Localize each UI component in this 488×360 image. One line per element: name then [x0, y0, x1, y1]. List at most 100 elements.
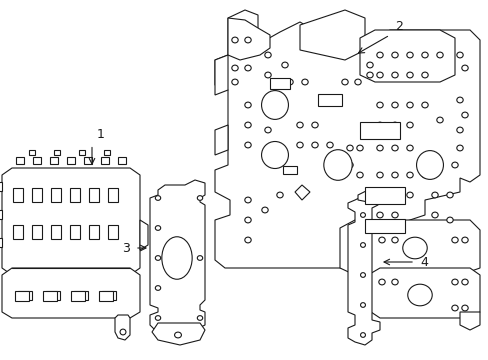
- Bar: [32, 188, 42, 202]
- Ellipse shape: [261, 207, 267, 213]
- Ellipse shape: [360, 213, 365, 217]
- Polygon shape: [2, 268, 140, 318]
- Bar: [67, 157, 75, 165]
- Ellipse shape: [391, 279, 397, 285]
- Ellipse shape: [391, 192, 397, 198]
- Ellipse shape: [406, 102, 412, 108]
- Ellipse shape: [391, 237, 397, 243]
- Bar: [317, 94, 342, 107]
- Ellipse shape: [456, 52, 462, 58]
- Polygon shape: [359, 30, 454, 82]
- Text: 4: 4: [419, 256, 427, 269]
- Ellipse shape: [244, 102, 251, 108]
- Ellipse shape: [155, 316, 161, 320]
- Ellipse shape: [155, 286, 161, 290]
- Ellipse shape: [356, 172, 363, 178]
- Ellipse shape: [264, 127, 271, 133]
- Polygon shape: [339, 220, 479, 275]
- Ellipse shape: [323, 150, 351, 180]
- Ellipse shape: [197, 316, 202, 320]
- Ellipse shape: [231, 37, 238, 43]
- Polygon shape: [367, 268, 479, 318]
- Bar: [118, 157, 125, 165]
- Ellipse shape: [376, 102, 383, 108]
- Ellipse shape: [461, 112, 467, 118]
- Ellipse shape: [231, 79, 238, 85]
- Ellipse shape: [244, 37, 251, 43]
- Bar: [108, 225, 118, 239]
- Ellipse shape: [378, 279, 385, 285]
- Ellipse shape: [174, 332, 181, 338]
- Polygon shape: [294, 185, 309, 200]
- Ellipse shape: [456, 97, 462, 103]
- Bar: [365, 219, 404, 233]
- Ellipse shape: [416, 150, 443, 179]
- Ellipse shape: [376, 72, 383, 78]
- Polygon shape: [152, 323, 204, 345]
- Ellipse shape: [391, 122, 397, 128]
- Bar: [13, 225, 23, 239]
- Ellipse shape: [391, 212, 397, 218]
- Ellipse shape: [366, 72, 372, 78]
- Ellipse shape: [264, 107, 271, 113]
- Bar: [16, 157, 24, 165]
- Ellipse shape: [244, 122, 251, 128]
- Bar: [0, 238, 2, 247]
- Bar: [50, 157, 58, 165]
- Ellipse shape: [406, 72, 412, 78]
- Bar: [42, 291, 57, 301]
- Bar: [70, 225, 80, 239]
- Bar: [32, 225, 42, 239]
- Ellipse shape: [360, 333, 365, 337]
- Bar: [13, 188, 23, 202]
- Bar: [46, 291, 60, 300]
- Bar: [54, 150, 60, 156]
- Ellipse shape: [162, 237, 192, 279]
- Ellipse shape: [406, 192, 412, 198]
- Bar: [282, 166, 297, 174]
- Polygon shape: [215, 55, 227, 95]
- Ellipse shape: [155, 256, 161, 260]
- Ellipse shape: [244, 217, 251, 223]
- Polygon shape: [215, 10, 479, 268]
- Ellipse shape: [451, 279, 457, 285]
- Ellipse shape: [406, 145, 412, 151]
- Bar: [365, 187, 404, 204]
- Bar: [79, 150, 85, 156]
- Ellipse shape: [197, 256, 202, 260]
- Ellipse shape: [261, 91, 288, 120]
- Ellipse shape: [431, 192, 437, 198]
- Ellipse shape: [346, 145, 352, 151]
- Bar: [108, 188, 118, 202]
- Polygon shape: [227, 18, 269, 60]
- Polygon shape: [347, 195, 379, 345]
- Bar: [18, 291, 32, 300]
- Ellipse shape: [461, 279, 467, 285]
- Bar: [0, 211, 2, 220]
- Bar: [71, 291, 85, 301]
- Ellipse shape: [360, 273, 365, 277]
- Bar: [70, 188, 80, 202]
- Bar: [89, 225, 99, 239]
- Polygon shape: [2, 168, 140, 275]
- Ellipse shape: [391, 145, 397, 151]
- Ellipse shape: [231, 65, 238, 71]
- Ellipse shape: [346, 162, 352, 168]
- Ellipse shape: [421, 172, 427, 178]
- Polygon shape: [140, 220, 148, 250]
- Ellipse shape: [301, 79, 307, 85]
- Bar: [360, 122, 399, 139]
- Ellipse shape: [120, 329, 126, 335]
- Ellipse shape: [456, 127, 462, 133]
- Ellipse shape: [421, 72, 427, 78]
- Ellipse shape: [378, 237, 385, 243]
- Text: 3: 3: [122, 242, 130, 255]
- Ellipse shape: [407, 284, 431, 306]
- Ellipse shape: [296, 142, 303, 148]
- Bar: [104, 150, 110, 156]
- Ellipse shape: [244, 65, 251, 71]
- Polygon shape: [299, 10, 364, 60]
- Ellipse shape: [461, 237, 467, 243]
- Ellipse shape: [244, 237, 251, 243]
- Ellipse shape: [244, 197, 251, 203]
